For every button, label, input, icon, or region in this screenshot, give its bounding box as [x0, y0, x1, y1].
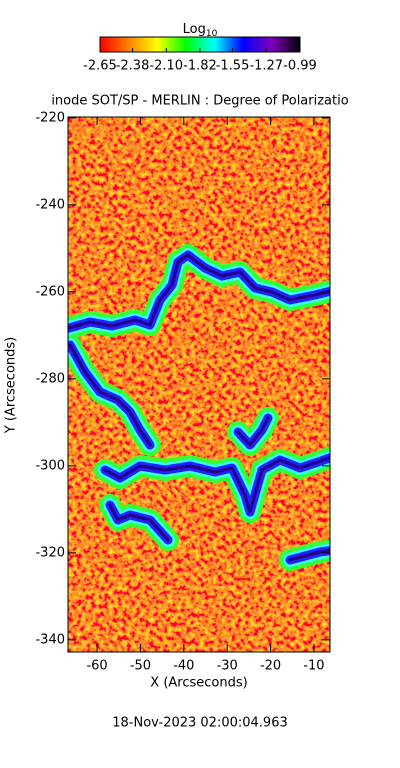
y-tick-label: -260 — [35, 284, 65, 299]
x-tick-label: -50 — [130, 659, 151, 674]
y-tick-label: -300 — [35, 458, 65, 473]
x-tick-label: -10 — [303, 659, 324, 674]
y-tick-label: -240 — [35, 197, 65, 212]
image — [68, 117, 330, 652]
axes: -60 -50 -40 -30 -20 -10 -340 -320 -300 -280 -260 -2… — [35, 36, 330, 674]
colorbar-tick-label: -1.27 — [249, 59, 283, 74]
plot-frame — [67, 116, 331, 653]
x-tick-label: -60 — [86, 659, 107, 674]
y-axis-label: Y (Arcseconds) — [4, 337, 19, 434]
colorbar-tick-label: -2.10 — [149, 59, 183, 74]
y-tick-label: -340 — [35, 632, 65, 647]
chart-title: inode SOT/SP - MERLIN : Degree of Polari… — [51, 94, 348, 109]
x-tick-label: -30 — [217, 659, 238, 674]
y-tick-label: -220 — [35, 110, 65, 125]
colorbar-tick-label: -1.82 — [183, 59, 217, 74]
date-label: 18-Nov-2023 02:00:04.963 — [112, 716, 288, 731]
colorbar-tick-label: -2.38 — [116, 59, 150, 74]
x-axis-label: X (Arcseconds) — [150, 676, 247, 691]
y-tick-label: -320 — [35, 545, 65, 560]
colorbar-label-base: Log — [183, 22, 206, 37]
colorbar-tick-label: -0.99 — [283, 59, 317, 74]
y-tick-label: -280 — [35, 371, 65, 386]
colorbar-label: Log10 — [183, 22, 218, 39]
colorbar-tick-label: -1.55 — [216, 59, 250, 74]
x-tick-label: -20 — [260, 659, 281, 674]
colorbar-label-subscript: 10 — [206, 29, 218, 39]
colorbar-tick-label: -2.65 — [83, 59, 117, 74]
x-tick-label: -40 — [173, 659, 194, 674]
